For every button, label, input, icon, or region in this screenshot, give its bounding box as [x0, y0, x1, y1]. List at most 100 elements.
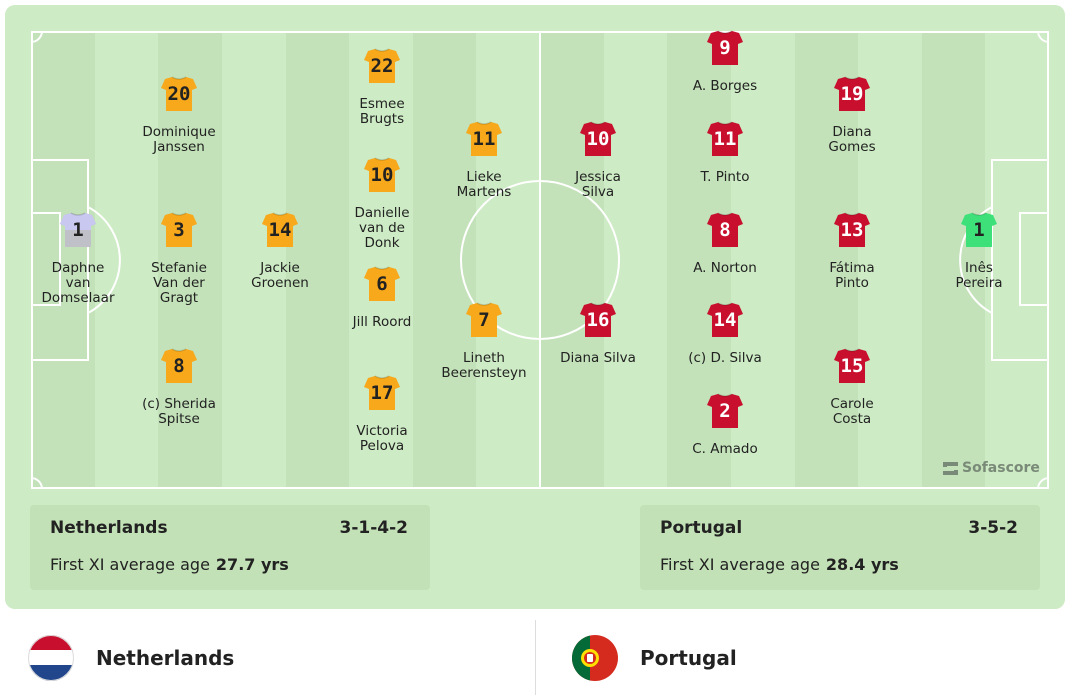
- player-number: 11: [713, 128, 737, 150]
- away-player[interactable]: 10 Jessica Silva: [543, 121, 653, 200]
- jersey-icon: 22: [364, 48, 400, 84]
- jersey-icon: 13: [834, 212, 870, 248]
- player-name: Danielle van de Donk: [354, 205, 410, 251]
- home-player[interactable]: 10 Danielle van de Donk: [327, 157, 437, 251]
- player-number: 9: [719, 37, 731, 59]
- player-name: Dominique Janssen: [142, 124, 216, 155]
- away-player[interactable]: 19 Diana Gomes: [797, 76, 907, 155]
- lineup-panel: Sofascore Netherlands 3-1-4-2 First XI a…: [5, 5, 1065, 609]
- pitch: [31, 31, 1049, 489]
- away-team-tab[interactable]: Portugal: [572, 620, 737, 695]
- jersey-icon: 14: [262, 212, 298, 248]
- player-number: 14: [713, 309, 737, 331]
- player-name: A. Norton: [693, 260, 757, 276]
- divider: [535, 620, 536, 695]
- jersey-icon: 6: [364, 266, 400, 302]
- away-formation: 3-5-2: [968, 518, 1018, 538]
- home-team-tab-label: Netherlands: [96, 645, 235, 670]
- away-team-name: Portugal: [660, 518, 743, 538]
- home-player[interactable]: 6 Jill Roord: [327, 266, 437, 330]
- away-player[interactable]: 8 A. Norton: [670, 212, 780, 276]
- player-number: 13: [840, 219, 864, 241]
- jersey-icon: 1: [961, 212, 997, 248]
- player-number: 16: [586, 309, 610, 331]
- jersey-icon: 7: [466, 302, 502, 338]
- away-average-age: First XI average age 28.4 yrs: [660, 555, 899, 574]
- jersey-icon: 15: [834, 348, 870, 384]
- player-name: Jessica Silva: [575, 169, 621, 200]
- sofascore-logo: Sofascore: [943, 460, 1040, 476]
- jersey-icon: 2: [707, 393, 743, 429]
- away-team-info: Portugal 3-5-2 First XI average age 28.4 …: [640, 505, 1040, 590]
- player-number: 6: [376, 273, 388, 295]
- player-name: A. Borges: [692, 78, 758, 94]
- away-team-tab-label: Portugal: [640, 645, 737, 670]
- away-player[interactable]: 2 C. Amado: [670, 393, 780, 457]
- away-player[interactable]: 16 Diana Silva: [543, 302, 653, 366]
- home-player[interactable]: 3 Stefanie Van der Gragt: [124, 212, 234, 306]
- player-number: 22: [370, 55, 394, 77]
- player-number: 3: [173, 219, 185, 241]
- player-name: Inês Pereira: [955, 260, 1003, 291]
- player-number: 1: [973, 219, 985, 241]
- home-player[interactable]: 7 Lineth Beerensteyn: [429, 302, 539, 381]
- portugal-flag-icon: [572, 634, 618, 681]
- player-name: C. Amado: [692, 441, 758, 457]
- jersey-icon: 3: [161, 212, 197, 248]
- away-player[interactable]: 13 Fátima Pinto: [797, 212, 907, 291]
- home-player[interactable]: 11 Lieke Martens: [429, 121, 539, 200]
- jersey-icon: 11: [466, 121, 502, 157]
- away-player[interactable]: 11 T. Pinto: [670, 121, 780, 185]
- player-number: 11: [472, 128, 496, 150]
- player-name: (c) Sherida Spitse: [142, 396, 216, 427]
- home-formation: 3-1-4-2: [339, 518, 408, 538]
- home-team-name: Netherlands: [50, 518, 168, 538]
- player-name: Lineth Beerensteyn: [441, 350, 527, 381]
- jersey-icon: 20: [161, 76, 197, 112]
- player-name: Lieke Martens: [456, 169, 512, 200]
- jersey-icon: 16: [580, 302, 616, 338]
- player-number: 8: [719, 219, 731, 241]
- player-name: Jackie Groenen: [251, 260, 309, 291]
- player-number: 19: [840, 83, 864, 105]
- home-player[interactable]: 14 Jackie Groenen: [225, 212, 335, 291]
- home-player[interactable]: 22 Esmee Brugts: [327, 48, 437, 127]
- away-player[interactable]: 14 (c) D. Silva: [670, 302, 780, 366]
- jersey-icon: 10: [580, 121, 616, 157]
- player-name: Victoria Pelova: [356, 423, 408, 454]
- player-name: T. Pinto: [700, 169, 750, 185]
- home-team-tab[interactable]: Netherlands: [28, 620, 234, 695]
- home-player[interactable]: 20 Dominique Janssen: [124, 76, 234, 155]
- home-player[interactable]: 8 (c) Sherida Spitse: [124, 348, 234, 427]
- jersey-icon: 14: [707, 302, 743, 338]
- netherlands-flag-icon: [28, 634, 74, 681]
- jersey-icon: 8: [161, 348, 197, 384]
- player-number: 1: [72, 219, 84, 241]
- away-player[interactable]: 15 Carole Costa: [797, 348, 907, 427]
- jersey-icon: 11: [707, 121, 743, 157]
- player-name: (c) D. Silva: [688, 350, 762, 366]
- player-name: Jill Roord: [352, 314, 412, 330]
- jersey-icon: 10: [364, 157, 400, 193]
- player-number: 10: [586, 128, 610, 150]
- player-name: Diana Gomes: [828, 124, 876, 155]
- jersey-icon: 19: [834, 76, 870, 112]
- home-player[interactable]: 17 Victoria Pelova: [327, 375, 437, 454]
- home-player[interactable]: 1 Daphne van Domselaar: [23, 212, 133, 306]
- jersey-icon: 17: [364, 375, 400, 411]
- player-name: Carole Costa: [830, 396, 874, 427]
- pitch-markings: [31, 31, 1049, 489]
- player-number: 7: [478, 309, 490, 331]
- away-player[interactable]: 9 A. Borges: [670, 30, 780, 94]
- player-number: 20: [167, 83, 191, 105]
- player-number: 2: [719, 400, 731, 422]
- jersey-icon: 8: [707, 212, 743, 248]
- player-name: Fátima Pinto: [829, 260, 875, 291]
- home-team-info: Netherlands 3-1-4-2 First XI average age…: [30, 505, 430, 590]
- player-name: Esmee Brugts: [359, 96, 405, 127]
- player-name: Daphne van Domselaar: [41, 260, 115, 306]
- player-number: 15: [840, 355, 864, 377]
- jersey-icon: 1: [60, 212, 96, 248]
- player-name: Diana Silva: [560, 350, 636, 366]
- away-player[interactable]: 1 Inês Pereira: [924, 212, 1034, 291]
